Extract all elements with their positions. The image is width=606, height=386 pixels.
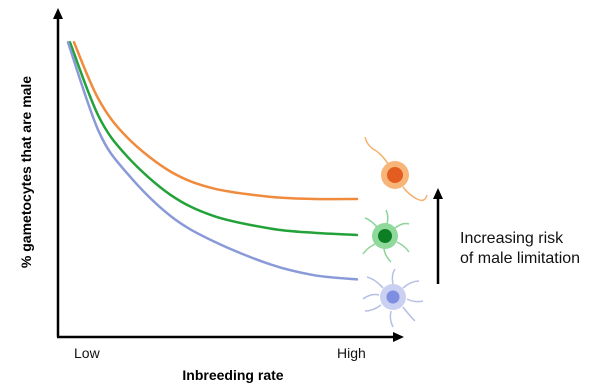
series-line-3	[66, 41, 359, 281]
y-axis-arrowhead	[53, 8, 63, 19]
x-tick-label-low: Low	[74, 345, 101, 361]
x-tick-label-high: High	[337, 345, 366, 361]
series-group	[66, 41, 359, 281]
orange-gametocyte-icon	[364, 136, 428, 202]
increasing-risk-arrowhead	[433, 188, 443, 199]
green-gametocyte-icon	[362, 209, 410, 263]
blue-gametocyte-icon	[362, 268, 424, 328]
x-axis-arrowhead	[393, 332, 404, 342]
annotation-line-1: Increasing risk	[460, 230, 564, 247]
x-axis-title: Inbreeding rate	[182, 367, 283, 383]
annotation-line-2: of male limitation	[460, 250, 580, 267]
y-axis-title: % gametocytes that are male	[18, 76, 34, 268]
series-line-1	[72, 41, 359, 201]
series-line-2	[68, 41, 359, 237]
